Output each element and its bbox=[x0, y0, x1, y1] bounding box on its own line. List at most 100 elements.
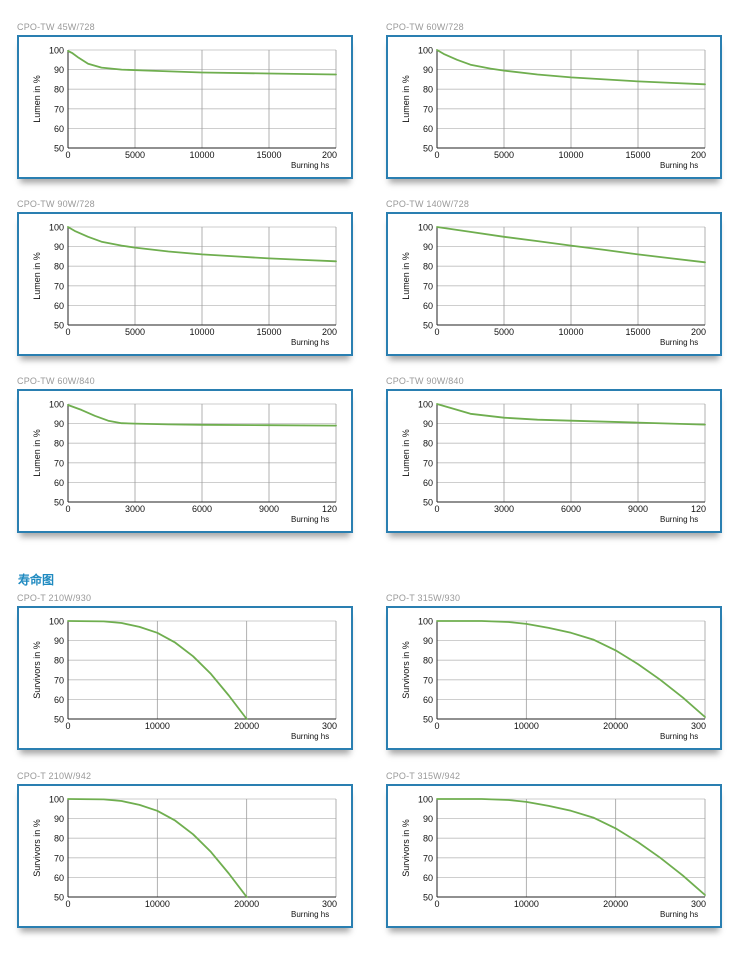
x-tick-label: 10000 bbox=[145, 899, 170, 909]
y-tick-label: 100 bbox=[49, 46, 64, 56]
x-tick-label: 0 bbox=[434, 721, 439, 731]
y-tick-label: 60 bbox=[54, 124, 64, 134]
x-tick-label: 200 bbox=[691, 150, 706, 160]
x-tick-label: 20000 bbox=[603, 899, 628, 909]
chart-title: CPO-TW 60W/728 bbox=[386, 22, 464, 32]
x-tick-label: 20000 bbox=[603, 721, 628, 731]
x-tick-label: 10000 bbox=[558, 150, 583, 160]
x-tick-label: 0 bbox=[65, 150, 70, 160]
x-axis-label: Burning hs bbox=[291, 161, 329, 170]
y-tick-label: 50 bbox=[423, 144, 433, 154]
series-line bbox=[436, 620, 706, 718]
series-line bbox=[67, 50, 337, 76]
x-tick-label: 10000 bbox=[558, 327, 583, 337]
chart-frame: 50 60 70 80 90 100 0 10000 20000 300 Survivors in … bbox=[386, 784, 722, 928]
x-tick-label: 300 bbox=[322, 721, 337, 731]
y-tick-label: 100 bbox=[418, 617, 433, 627]
x-tick-label: 200 bbox=[322, 150, 337, 160]
x-tick-label: 200 bbox=[322, 327, 337, 337]
y-tick-label: 70 bbox=[54, 853, 64, 863]
x-tick-label: 0 bbox=[65, 899, 70, 909]
x-tick-label: 10000 bbox=[189, 327, 214, 337]
y-tick-label: 90 bbox=[423, 65, 433, 75]
x-tick-label: 6000 bbox=[192, 504, 212, 514]
x-axis-label: Burning hs bbox=[660, 732, 698, 741]
chart-frame: 50 60 70 80 90 100 0 5000 10000 15000 200 Lumen in … bbox=[386, 35, 722, 179]
y-tick-label: 90 bbox=[54, 242, 64, 252]
y-tick-label: 70 bbox=[423, 458, 433, 468]
chart-svg: 50 60 70 80 90 100 0 5000 10000 15000 200 Lumen in … bbox=[32, 223, 337, 348]
y-tick-label: 70 bbox=[54, 458, 64, 468]
x-tick-label: 5000 bbox=[125, 150, 145, 160]
x-tick-label: 20000 bbox=[234, 899, 259, 909]
y-tick-label: 60 bbox=[423, 478, 433, 488]
y-tick-label: 50 bbox=[54, 144, 64, 154]
y-axis-label: Lumen in % bbox=[401, 75, 411, 123]
chart-svg: 50 60 70 80 90 100 0 5000 10000 15000 200 Lumen in … bbox=[401, 46, 706, 171]
y-tick-label: 90 bbox=[54, 419, 64, 429]
x-tick-label: 3000 bbox=[125, 504, 145, 514]
chart-title: CPO-TW 45W/728 bbox=[17, 22, 95, 32]
y-axis-label: Lumen in % bbox=[401, 252, 411, 300]
chart-svg: 50 60 70 80 90 100 0 10000 20000 300 Survivors in … bbox=[32, 617, 337, 742]
chart-frame: 50 60 70 80 90 100 0 3000 6000 9000 120 Lumen in % B… bbox=[17, 389, 353, 533]
y-tick-label: 50 bbox=[423, 893, 433, 903]
x-tick-label: 9000 bbox=[259, 504, 279, 514]
y-tick-label: 100 bbox=[49, 795, 64, 805]
y-tick-label: 60 bbox=[54, 873, 64, 883]
y-tick-label: 60 bbox=[423, 301, 433, 311]
y-tick-label: 70 bbox=[423, 675, 433, 685]
x-tick-label: 6000 bbox=[561, 504, 581, 514]
y-tick-label: 80 bbox=[54, 656, 64, 666]
y-tick-label: 100 bbox=[418, 400, 433, 410]
y-tick-label: 50 bbox=[54, 715, 64, 725]
chart-title: CPO-TW 60W/840 bbox=[17, 376, 95, 386]
x-tick-label: 200 bbox=[691, 327, 706, 337]
y-tick-label: 100 bbox=[49, 617, 64, 627]
x-axis-label: Burning hs bbox=[660, 910, 698, 919]
y-tick-label: 60 bbox=[54, 695, 64, 705]
chart-frame: 50 60 70 80 90 100 0 5000 10000 15000 200 Lumen in … bbox=[17, 35, 353, 179]
y-axis-label: Lumen in % bbox=[32, 429, 42, 477]
x-tick-label: 0 bbox=[434, 899, 439, 909]
y-tick-label: 70 bbox=[423, 853, 433, 863]
y-tick-label: 60 bbox=[423, 873, 433, 883]
chart-frame: 50 60 70 80 90 100 0 5000 10000 15000 200 Lumen in … bbox=[17, 212, 353, 356]
y-tick-label: 60 bbox=[423, 695, 433, 705]
chart-title: CPO-TW 140W/728 bbox=[386, 199, 470, 209]
series-line bbox=[67, 404, 337, 427]
y-axis-label: Survivors in % bbox=[32, 819, 42, 877]
chart-svg: 50 60 70 80 90 100 0 5000 10000 15000 200 Lumen in … bbox=[32, 46, 337, 171]
x-axis-label: Burning hs bbox=[660, 338, 698, 347]
y-axis-label: Survivors in % bbox=[32, 641, 42, 699]
x-tick-label: 15000 bbox=[625, 327, 650, 337]
y-tick-label: 80 bbox=[423, 262, 433, 272]
section-title: 寿命图 bbox=[18, 573, 55, 587]
y-tick-label: 80 bbox=[54, 834, 64, 844]
x-tick-label: 0 bbox=[434, 327, 439, 337]
y-tick-label: 90 bbox=[54, 65, 64, 75]
y-tick-label: 100 bbox=[49, 400, 64, 410]
chart-title: CPO-T 210W/942 bbox=[17, 771, 92, 781]
y-axis-label: Survivors in % bbox=[401, 819, 411, 877]
x-axis-label: Burning hs bbox=[660, 161, 698, 170]
y-tick-label: 70 bbox=[54, 675, 64, 685]
y-tick-label: 80 bbox=[423, 439, 433, 449]
y-tick-label: 60 bbox=[54, 478, 64, 488]
x-tick-label: 10000 bbox=[145, 721, 170, 731]
x-axis-label: Burning hs bbox=[291, 732, 329, 741]
y-tick-label: 60 bbox=[54, 301, 64, 311]
y-tick-label: 80 bbox=[54, 262, 64, 272]
y-tick-label: 50 bbox=[54, 498, 64, 508]
x-tick-label: 10000 bbox=[189, 150, 214, 160]
x-tick-label: 5000 bbox=[494, 150, 514, 160]
x-tick-label: 3000 bbox=[494, 504, 514, 514]
y-tick-label: 70 bbox=[423, 281, 433, 291]
x-tick-label: 9000 bbox=[628, 504, 648, 514]
x-tick-label: 0 bbox=[434, 150, 439, 160]
series-line bbox=[67, 620, 248, 720]
y-tick-label: 100 bbox=[49, 223, 64, 233]
chart-svg: 50 60 70 80 90 100 0 10000 20000 300 Survivors in … bbox=[32, 795, 337, 920]
x-tick-label: 300 bbox=[691, 721, 706, 731]
y-tick-label: 60 bbox=[423, 124, 433, 134]
